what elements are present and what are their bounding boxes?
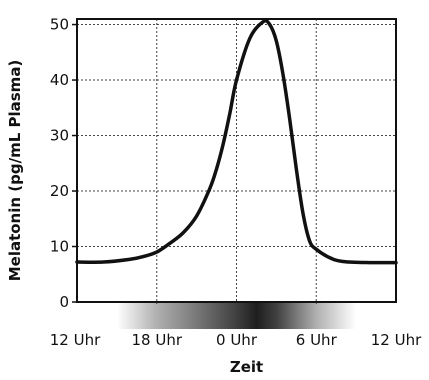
y-tick-label: 30 bbox=[50, 127, 69, 145]
y-tick-label: 10 bbox=[50, 238, 69, 256]
x-tick-label: 18 Uhr bbox=[131, 331, 182, 349]
y-axis-ticks: 0 10 20 30 40 50 bbox=[50, 16, 77, 311]
plot-frame bbox=[76, 18, 397, 303]
x-axis-ticks: 12 Uhr 18 Uhr 0 Uhr 6 Uhr 12 Uhr bbox=[50, 331, 422, 349]
y-tick-label: 20 bbox=[50, 182, 69, 200]
y-tick-label: 0 bbox=[59, 293, 69, 311]
y-tick-label: 50 bbox=[50, 16, 69, 34]
grid-lines bbox=[77, 19, 396, 304]
x-axis-title: Zeit bbox=[230, 358, 263, 376]
x-tick-label: 12 Uhr bbox=[50, 331, 101, 349]
melatonin-series-line bbox=[75, 19, 398, 265]
night-gradient-bar bbox=[77, 303, 396, 329]
y-axis-title: Melatonin (pg/mL Plasma) bbox=[6, 60, 24, 282]
x-tick-label: 12 Uhr bbox=[371, 331, 422, 349]
y-tick-label: 40 bbox=[50, 71, 69, 89]
x-tick-label: 0 Uhr bbox=[216, 331, 258, 349]
x-tick-label: 6 Uhr bbox=[296, 331, 338, 349]
